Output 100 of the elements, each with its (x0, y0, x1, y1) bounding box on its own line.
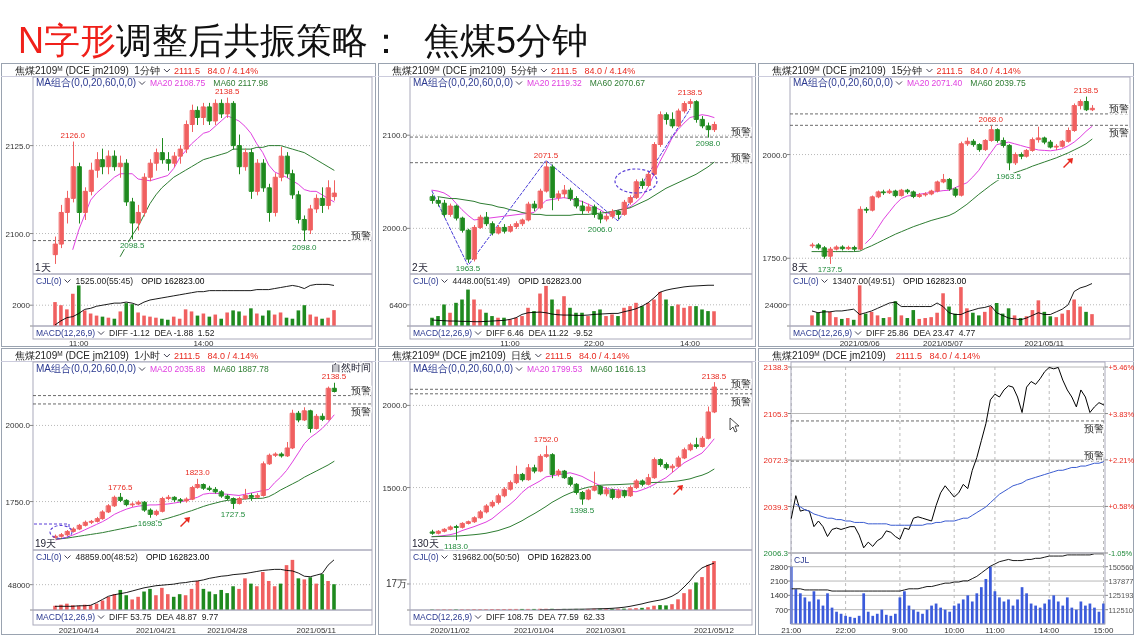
chart-subtitle: 1525.00(55:45) (75, 275, 134, 286)
text: DIFF 53.75 DEA 48.87 9.77 (109, 611, 219, 622)
x-tick-label: 2021/04/21 (135, 626, 177, 635)
text: MA60 1616.13 (590, 363, 646, 374)
chart-subtitle: 2111.5 84.0 / 4.14% (936, 65, 1021, 76)
chart-title: 焦煤2109$^{M}$ (DCE jm2109) 1小时 (15, 349, 160, 361)
y-tick-label: 2100 (770, 577, 789, 587)
text: DIFF 6.46 DEA 11.22 -9.52 (486, 327, 593, 338)
legend-title: MA组合(0,0,20,60,0,0) (413, 362, 514, 374)
chart-title: CJL(0) (413, 551, 439, 562)
ref-line-label: 预警 (1109, 127, 1129, 139)
legend-title: MA组合(0,0,20,60,0,0) (36, 76, 137, 88)
x-tick-label: 14:00 (193, 339, 214, 348)
annotation: 1183.0 (444, 541, 469, 551)
y-tick-label: 2006.3 (763, 549, 789, 558)
ref-line-label: 预警 (731, 126, 751, 138)
annotation: 2068.0 (978, 115, 1004, 125)
x-tick-label: 21:00 (781, 626, 802, 635)
ref-line-label: 预警 (1084, 450, 1104, 462)
x-tick-label: 22:00 (835, 626, 857, 635)
x-tick-label: 2021/05/11 (1024, 339, 1065, 348)
chart-title: 焦煤2109$^{M}$ (DCE jm2109) 15分钟 (772, 64, 923, 76)
ref-line-label: 预警 (351, 384, 371, 396)
chart-subtitle: 48859.00(48:52) (75, 551, 139, 562)
y-tick-label: 2125.0 (5, 141, 31, 151)
annotation: 1727.5 (220, 510, 246, 520)
legend-title: MA组合(0,0,20,60,0,0) (36, 362, 137, 374)
chart-title: 焦煤2109$^{M}$ (DCE jm2109) (772, 349, 886, 361)
text: MACD(12,26,9) (36, 611, 96, 622)
y-tick-label: 48000 (7, 580, 31, 590)
y-tick-label: 1750.0 (5, 497, 31, 507)
annotation: 19天 (35, 538, 57, 549)
y-tick-label: 700 (774, 605, 789, 615)
chart-title: CJL(0) (793, 275, 819, 286)
chart-title: CJL(0) (36, 275, 62, 286)
chart-subtitle: 319682.00(50:50) (452, 551, 520, 562)
x-tick-label: 22:00 (583, 339, 605, 348)
y-tick-label: 2000 (12, 301, 31, 311)
chart-title: CJL (794, 554, 810, 565)
y-tick-label: 2100.0 (382, 131, 408, 141)
annotation: 2098.0 (292, 242, 318, 252)
ref-line-label: 预警 (731, 378, 751, 390)
x-tick-label: 15:00 (1093, 626, 1115, 635)
annotation: 2138.5 (321, 372, 347, 382)
ref-line-label: 预警 (1109, 102, 1129, 114)
y-tick-label: 2800 (770, 562, 789, 572)
y-tick-label: 17万 (385, 577, 407, 589)
annotation: 1737.5 (817, 265, 843, 275)
annotation: 2138.5 (701, 371, 727, 381)
chart-title: CJL(0) (413, 275, 439, 286)
text: MA20 1799.53 (527, 363, 583, 374)
y-tick-label: 1400 (770, 591, 789, 601)
ref-line-label: 预警 (351, 229, 371, 241)
text: MA60 1887.78 (213, 363, 269, 374)
x-tick-label: 2021/01/04 (513, 626, 555, 635)
chart-subtitle: 2111.5 84.0 / 4.14% (895, 350, 981, 361)
x-tick-label: 2021/05/11 (296, 626, 337, 635)
ref-line-label: 预警 (731, 151, 751, 163)
x-tick-label: 2021/04/28 (207, 626, 248, 635)
text: MACD(12,26,9) (413, 327, 473, 338)
text: 2天 (412, 262, 428, 273)
y-tick-label: 1750.0 (762, 254, 788, 264)
y-tick-label: 2000.0 (762, 150, 788, 160)
y-tick-label: 2138.3 (763, 363, 789, 372)
text: MA60 2070.67 (589, 77, 646, 88)
annotation: 1823.0 (185, 468, 211, 478)
text: 8天 (792, 262, 808, 273)
y-tick-label: 2000.0 (5, 421, 31, 431)
annotation: 2098.5 (119, 240, 145, 250)
x-tick-label: 11:00 (69, 339, 89, 348)
chart-subtitle: 2111.5 84.0 / 4.14% (173, 350, 259, 361)
annotation: 1398.5 (569, 506, 595, 516)
y-tick-label: 2000.0 (382, 401, 408, 411)
text: MA20 2108.75 (150, 77, 206, 88)
text: MA60 2039.75 (970, 77, 1026, 88)
chart-title: CJL(0) (36, 551, 62, 562)
y-tick-label: 2072.3 (763, 456, 789, 465)
series-label: OPID 162823.00 (141, 275, 205, 286)
annotation: 2138.5 (214, 87, 240, 97)
series-label: OPID 162823.00 (145, 551, 210, 562)
x-tick-label: 2021/04/14 (58, 626, 100, 635)
x-tick-label: 2021/03/01 (585, 626, 627, 635)
text: MA20 2119.32 (527, 77, 582, 88)
x-tick-label: 10:00 (944, 626, 965, 635)
text: MACD(12,26,9) (413, 611, 473, 622)
chart-subtitle: 4448.00(51:49) (452, 275, 511, 286)
text: 调整后共振策略： 焦煤5分钟 (116, 20, 589, 61)
ref-line-label: 预警 (731, 395, 751, 407)
x-tick-label: 14:00 (1039, 626, 1060, 635)
x-tick-label: 11:00 (500, 339, 521, 348)
text: DIFF -1.12 DEA -1.88 1.52 (109, 327, 215, 338)
text: OPID 162823.00 (518, 275, 582, 286)
annotation: 1776.5 (108, 482, 134, 492)
text: DIFF 108.75 DEA 77.59 62.33 (486, 611, 605, 622)
annotation: 2126.0 (60, 131, 86, 141)
text: MA60 2117.98 (213, 77, 269, 88)
annotation: 130天 (412, 538, 439, 549)
y-tick-label: 2000.0 (382, 224, 408, 234)
y-tick-label: 1500.0 (382, 483, 408, 493)
text: MACD(12,26,9) (36, 327, 96, 338)
